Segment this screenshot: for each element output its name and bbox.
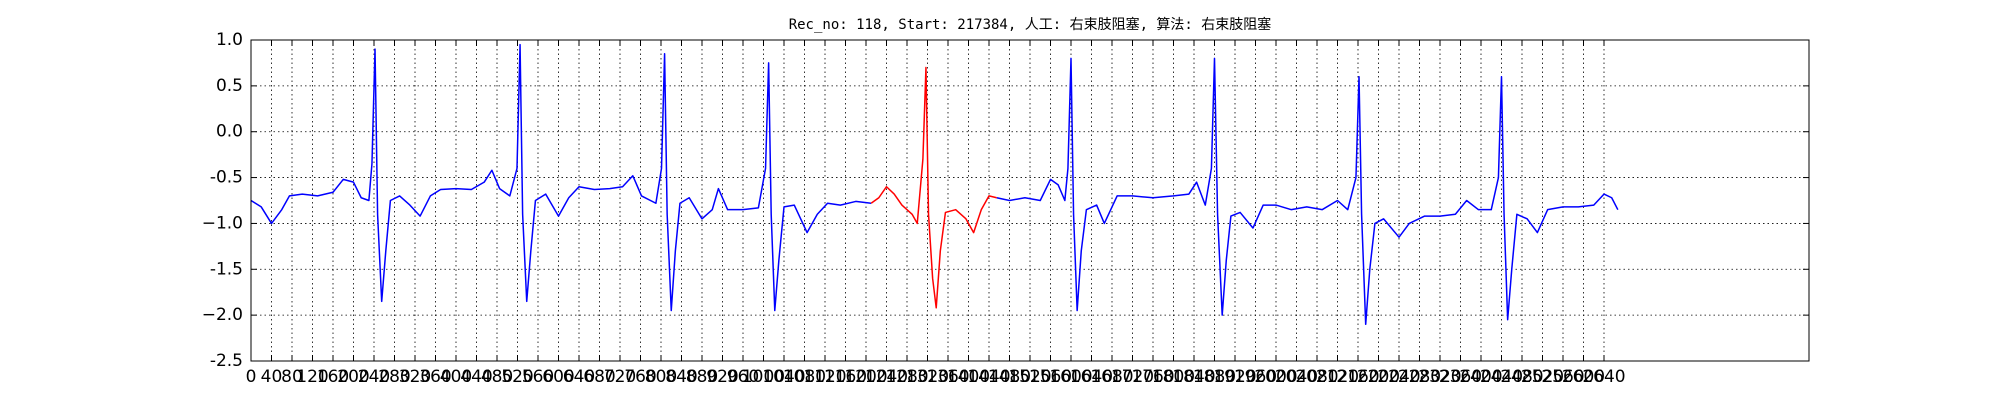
- x-tick-label: 400: [440, 367, 472, 387]
- x-tick-label: 2000: [1254, 367, 1297, 387]
- x-tick-label: 2440: [1480, 367, 1523, 387]
- x-tick-label: 80: [281, 367, 303, 387]
- x-tick-label: 760: [624, 367, 656, 387]
- x-tick-label: 160: [317, 367, 349, 387]
- y-tick-label: −1.0: [202, 213, 243, 233]
- x-tick-label: 1320: [906, 367, 949, 387]
- y-tick-label: -1.5: [210, 259, 243, 279]
- y-tick-label: -2.5: [210, 351, 243, 371]
- x-tick-label: 2560: [1541, 367, 1584, 387]
- x-tick-label: 800: [645, 367, 677, 387]
- x-tick-label: 1880: [1193, 367, 1236, 387]
- x-tick-label: 960: [727, 367, 759, 387]
- x-tick-label: 520: [501, 367, 533, 387]
- x-tick-label: 240: [358, 367, 390, 387]
- x-tick-label: 2480: [1500, 367, 1543, 387]
- x-tick-label: 1480: [988, 367, 1031, 387]
- ecg-line: [250, 43, 1619, 326]
- x-tick-label: 560: [522, 367, 554, 387]
- x-tick-label: 1560: [1029, 367, 1072, 387]
- x-tick-label: 0: [246, 367, 257, 387]
- x-tick-label: 200: [337, 367, 369, 387]
- x-tick-label: 2280: [1398, 367, 1441, 387]
- x-tick-label: 480: [481, 367, 513, 387]
- x-tick-label: 1640: [1070, 367, 1113, 387]
- x-tick-label: 1760: [1131, 367, 1174, 387]
- x-tick-label: 120: [296, 367, 328, 387]
- x-tick-label: 2360: [1439, 367, 1482, 387]
- x-tick-label: 1360: [926, 367, 969, 387]
- x-tick-label: 840: [665, 367, 697, 387]
- x-tick-label: 2120: [1316, 367, 1359, 387]
- x-tick-label: 720: [604, 367, 636, 387]
- x-tick-label: 2240: [1377, 367, 1420, 387]
- x-tick-label: 920: [706, 367, 738, 387]
- x-tick-label: 1240: [865, 367, 908, 387]
- ecg-line: [870, 66, 997, 309]
- x-tick-label: 1920: [1213, 367, 1256, 387]
- x-tick-label: 1440: [967, 367, 1010, 387]
- y-tick-label: -0.5: [210, 168, 243, 188]
- x-tick-label: 2520: [1521, 367, 1564, 387]
- x-tick-label: 1720: [1111, 367, 1154, 387]
- x-tick-label: 640: [563, 367, 595, 387]
- x-tick-label: 1840: [1172, 367, 1215, 387]
- y-tick-label: 0.0: [216, 122, 243, 142]
- plot-frame: [250, 39, 1810, 362]
- y-tick-label: 0.5: [216, 76, 243, 96]
- y-tick-label: −2.0: [202, 305, 243, 325]
- x-tick-label: 2400: [1459, 367, 1502, 387]
- x-tick-label: 1600: [1049, 367, 1092, 387]
- x-tick-label: 2160: [1336, 367, 1379, 387]
- x-tick-label: 1040: [762, 367, 805, 387]
- x-tick-label: 2080: [1295, 367, 1338, 387]
- x-tick-label: 1000: [742, 367, 785, 387]
- x-tick-label: 1400: [947, 367, 990, 387]
- x-tick-label: 1280: [885, 367, 928, 387]
- x-tick-label: 360: [419, 367, 451, 387]
- x-tick-label: 2200: [1357, 367, 1400, 387]
- x-tick-label: 680: [583, 367, 615, 387]
- x-tick-label: 440: [460, 367, 492, 387]
- x-tick-label: 280: [378, 367, 410, 387]
- x-tick-label: 1160: [824, 367, 867, 387]
- x-tick-label: 320: [399, 367, 431, 387]
- y-tick-label: 1.0: [216, 30, 243, 50]
- x-tick-label: 600: [542, 367, 574, 387]
- x-tick-label: 1680: [1090, 367, 1133, 387]
- x-tick-label: 1200: [844, 367, 887, 387]
- x-tick-label: 2040: [1275, 367, 1318, 387]
- x-tick-label: 1120: [803, 367, 846, 387]
- x-tick-label: 2600: [1562, 367, 1605, 387]
- x-tick-label: 2320: [1418, 367, 1461, 387]
- chart-title: Rec_no: 118, Start: 217384, 人工: 右束肢阻塞, 算…: [789, 16, 1272, 33]
- x-tick-label: 1080: [783, 367, 826, 387]
- x-tick-label: 1800: [1152, 367, 1195, 387]
- x-tick-label: 1960: [1234, 367, 1277, 387]
- x-tick-label: 2640: [1582, 367, 1625, 387]
- x-tick-label: 1520: [1008, 367, 1051, 387]
- x-tick-label: 880: [686, 367, 718, 387]
- x-tick-label: 40: [261, 367, 283, 387]
